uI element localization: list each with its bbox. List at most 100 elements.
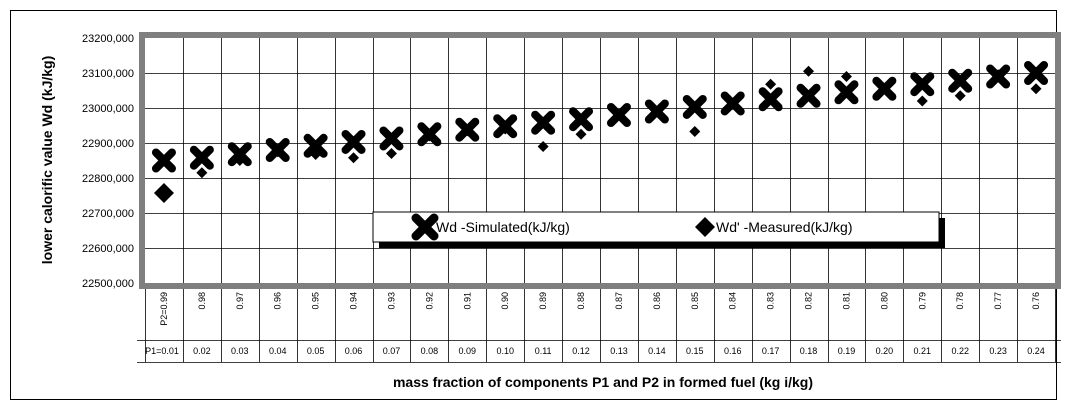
p2-tick-label: 0.88 [576, 292, 586, 310]
simulated-point [758, 87, 783, 112]
p1-tick-label: 0.11 [535, 346, 552, 356]
p2-tick-label: 0.84 [728, 292, 738, 310]
simulated-point [569, 107, 594, 132]
simulated-point [189, 145, 214, 170]
p1-tick-label: 0.09 [459, 346, 477, 356]
measured-point [537, 141, 549, 152]
p2-tick-label: 0.90 [500, 292, 510, 310]
p1-tick-label: 0.20 [876, 346, 894, 356]
p1-tick-label: 0.15 [686, 346, 704, 356]
measured-point [272, 146, 284, 158]
p1-tick-label: 0.10 [496, 346, 514, 356]
p1-tick-label: 0.02 [193, 346, 211, 356]
p2-tick-label: 0.92 [424, 292, 434, 310]
p1-tick-label: 0.17 [762, 346, 780, 356]
measured-point [651, 106, 663, 117]
x-tick-labels: P2=0.99 0.98 0.97 0.96 0.95 0.94 0.93 0.92 0.91 0… [145, 292, 1045, 356]
p1-tick-label: 0.14 [648, 346, 666, 356]
p2-tick-label: 0.94 [349, 292, 359, 310]
p2-tick-label: 0.93 [386, 292, 396, 310]
p2-tick-label: 0.96 [273, 292, 283, 310]
y-tick-label: 22700,000 [82, 208, 134, 220]
p2-tick-label: 0.98 [197, 292, 207, 310]
p2-tick-label: 0.80 [879, 292, 889, 310]
measured-point [916, 95, 928, 107]
p1-tick-label: 0.13 [610, 346, 628, 356]
p1-tick-label: 0.19 [838, 346, 856, 356]
simulated-point [948, 68, 973, 93]
p2-tick-label: 0.78 [955, 292, 965, 310]
p2-tick-label: 0.87 [614, 292, 624, 310]
p2-tick-label: 0.83 [766, 292, 776, 310]
p2-tick-label: P2=0.99 [159, 292, 169, 326]
p1-tick-label: 0.24 [1027, 346, 1045, 356]
measured-point [153, 183, 174, 204]
p2-tick-label: 0.85 [690, 292, 700, 310]
measured-point [234, 155, 246, 166]
y-tick-labels: 22500,000 22600,000 22700,000 22800,000 2290… [82, 33, 134, 290]
legend-measured-label: Wd' -Measured(kJ/kg) [716, 219, 852, 235]
gridlines [145, 38, 1055, 283]
measured-point [954, 90, 966, 102]
p1-tick-label: 0.05 [307, 346, 325, 356]
simulated-point [531, 110, 556, 135]
p1-tick-label: P1=0.01 [145, 346, 179, 356]
measured-point [499, 123, 511, 135]
p1-tick-label: 0.07 [383, 346, 401, 356]
y-tick-label: 22800,000 [82, 173, 134, 185]
legend-diamond-symbol [695, 217, 715, 237]
legend-simulated-label: Wd -Simulated(kJ/kg) [436, 219, 570, 235]
p1-tick-label: 0.12 [572, 346, 590, 356]
simulated-point [910, 72, 935, 97]
p2-tick-label: 0.77 [993, 292, 1003, 310]
legend: Wd -Simulated(kJ/kg) Wd' -Measured(kJ/kg… [372, 211, 945, 248]
measured-point [385, 148, 397, 159]
legend-box [372, 211, 940, 243]
category-table [137, 289, 1061, 363]
y-tick-label: 23000,000 [82, 103, 134, 115]
legend-simulated-marker [411, 213, 439, 241]
p1-tick-label: 0.21 [914, 346, 932, 356]
p1-tick-label: 0.03 [231, 346, 249, 356]
measured-point [992, 69, 1004, 81]
p2-tick-label: 0.76 [1031, 292, 1041, 310]
p1-tick-label: 0.08 [421, 346, 439, 356]
measured-point [765, 78, 777, 90]
y-tick-label: 22500,000 [82, 278, 134, 290]
measured-point [196, 167, 208, 179]
p2-tick-label: 0.89 [538, 292, 548, 310]
simulated-point [151, 148, 176, 173]
p1-tick-label: 0.06 [345, 346, 363, 356]
y-tick-label: 23100,000 [82, 68, 134, 80]
series-measured [153, 65, 1042, 204]
measured-point [423, 130, 435, 142]
simulated-point [834, 80, 859, 105]
y-tick-label: 22900,000 [82, 138, 134, 150]
p1-tick-label: 0.22 [951, 346, 969, 356]
p1-tick-label: 0.23 [989, 346, 1007, 356]
simulated-point [1024, 61, 1049, 85]
simulated-point [682, 94, 707, 119]
measured-point [461, 125, 473, 137]
measured-point [803, 65, 815, 77]
y-tick-label: 22600,000 [82, 243, 134, 255]
measured-point [727, 99, 739, 110]
measured-point [1030, 83, 1042, 95]
simulated-point [227, 142, 252, 167]
p2-tick-label: 0.82 [804, 292, 814, 310]
measured-point [575, 128, 587, 140]
measured-point [840, 71, 852, 82]
simulated-point [341, 129, 366, 154]
legend-cross-symbol [411, 213, 439, 241]
measured-point [310, 149, 322, 161]
measured-point [613, 109, 625, 121]
p1-tick-label: 0.16 [724, 346, 742, 356]
p2-tick-label: 0.95 [311, 292, 321, 310]
p1-tick-label: 0.18 [800, 346, 818, 356]
simulated-point [796, 83, 821, 108]
y-axis-title: lower calorific value Wd (kJ/kg) [39, 56, 55, 265]
y-tick-label: 23200,000 [82, 33, 134, 45]
measured-point [878, 83, 890, 95]
x-axis-title: mass fraction of components P1 and P2 in… [393, 374, 813, 390]
